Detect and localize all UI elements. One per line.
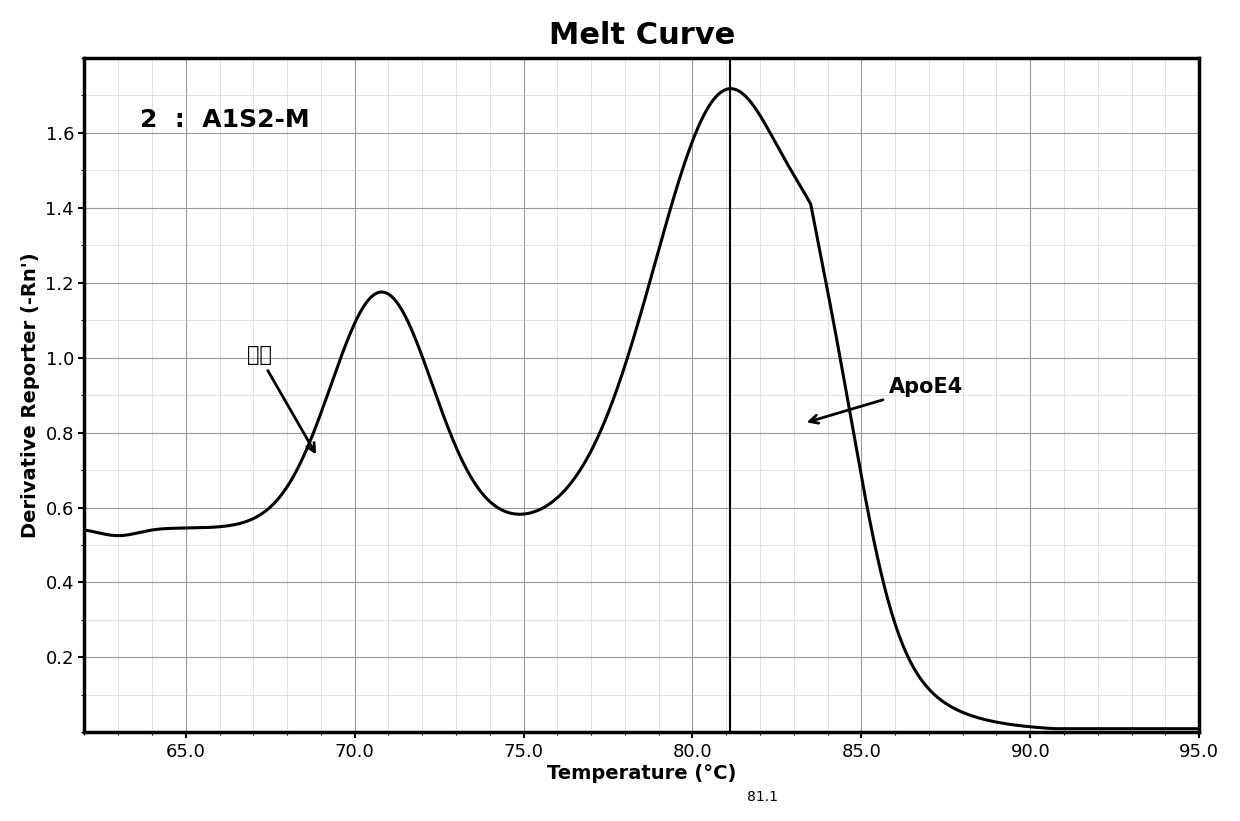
X-axis label: Temperature (°C): Temperature (°C) bbox=[547, 764, 737, 782]
Text: 内参: 内参 bbox=[247, 346, 315, 452]
Y-axis label: Derivative Reporter (-Rn'): Derivative Reporter (-Rn') bbox=[21, 252, 40, 538]
Title: Melt Curve: Melt Curve bbox=[548, 21, 735, 50]
Text: 2  :  A1S2-M: 2 : A1S2-M bbox=[140, 108, 310, 132]
Text: 81.1: 81.1 bbox=[746, 790, 777, 804]
Text: ApoE4: ApoE4 bbox=[810, 377, 962, 423]
